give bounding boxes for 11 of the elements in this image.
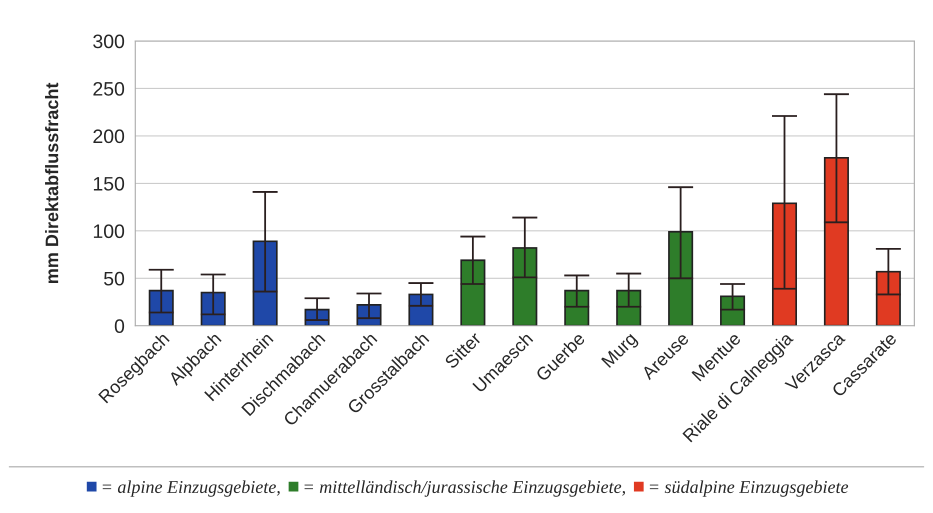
y-tick-label: 150 (94, 176, 124, 191)
y-tick-label: 0 (114, 319, 124, 333)
legend-label: = südalpine Einzugsgebiete (650, 480, 848, 497)
y-tick-label: 100 (94, 224, 124, 238)
legend-label: = mittelländisch/jurassische Einzugsgebiete, (304, 480, 625, 497)
legend-label: = alpine Einzugsgebiete, (102, 480, 280, 497)
y-tick-label: 300 (93, 34, 124, 48)
y-tick-label: 50 (104, 272, 124, 286)
y-tick-label: 250 (93, 82, 124, 96)
y-tick-label: 200 (93, 129, 124, 144)
y-axis-title: mm Direktabflussfracht (45, 82, 58, 284)
